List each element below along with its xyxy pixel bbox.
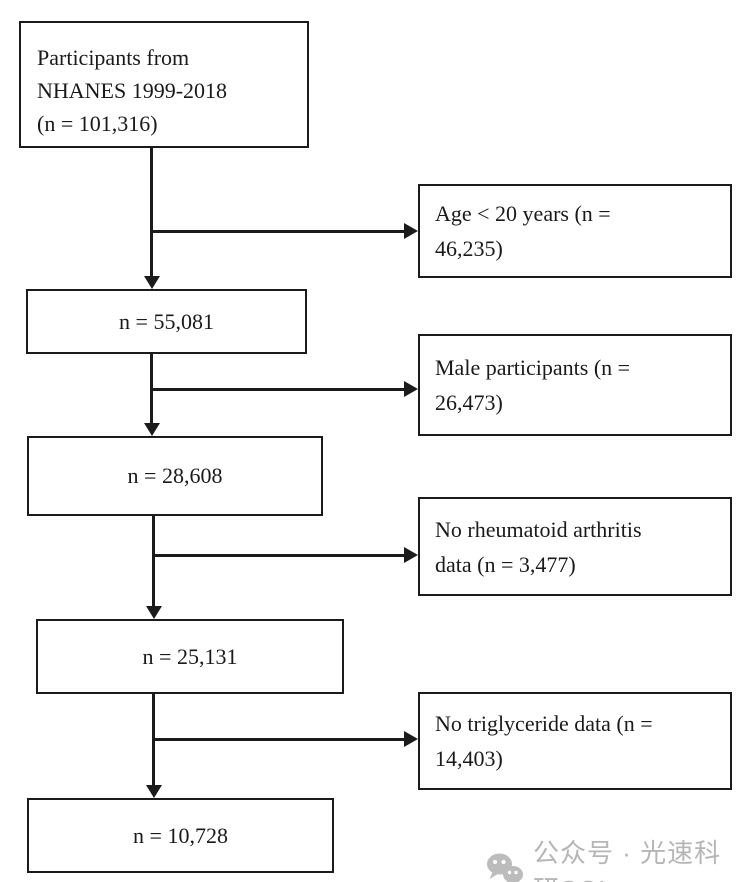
flow-box-nhanes-participants: Participants from NHANES 1999-2018 (n = …: [19, 21, 309, 148]
watermark-text: 公众号 · 光速科研SCI: [533, 838, 722, 882]
down-arrowhead-2: [144, 423, 160, 436]
wechat-icon: [486, 852, 524, 882]
watermark: 公众号 · 光速科研SCI: [486, 833, 744, 882]
flow-box-after-ra-exclusion: n = 25,131: [36, 619, 344, 694]
right-arrowhead-1: [404, 223, 418, 239]
exclusion-box-age-under-20: Age < 20 years (n = 46,235): [418, 184, 732, 278]
connector-line-branch-1: [150, 230, 406, 233]
flow-box-final-sample: n = 10,728: [27, 798, 334, 873]
connector-line-vertical-1: [150, 148, 153, 277]
flow-box-after-male-exclusion: n = 28,608: [27, 436, 323, 516]
connector-line-branch-3: [152, 554, 406, 557]
connector-line-vertical-3: [152, 516, 155, 607]
flow-box-after-age-exclusion: n = 55,081: [26, 289, 307, 354]
connector-line-branch-4: [152, 738, 406, 741]
right-arrowhead-2: [404, 381, 418, 397]
exclusion-box-male-participants: Male participants (n = 26,473): [418, 334, 732, 436]
connector-line-branch-2: [150, 388, 406, 391]
down-arrowhead-3: [146, 606, 162, 619]
exclusion-box-no-triglyceride-data: No triglyceride data (n = 14,403): [418, 692, 732, 790]
right-arrowhead-3: [404, 547, 418, 563]
right-arrowhead-4: [404, 731, 418, 747]
exclusion-box-no-rheumatoid-arthritis-data: No rheumatoid arthritis data (n = 3,477): [418, 497, 732, 596]
down-arrowhead-4: [146, 785, 162, 798]
down-arrowhead-1: [144, 276, 160, 289]
